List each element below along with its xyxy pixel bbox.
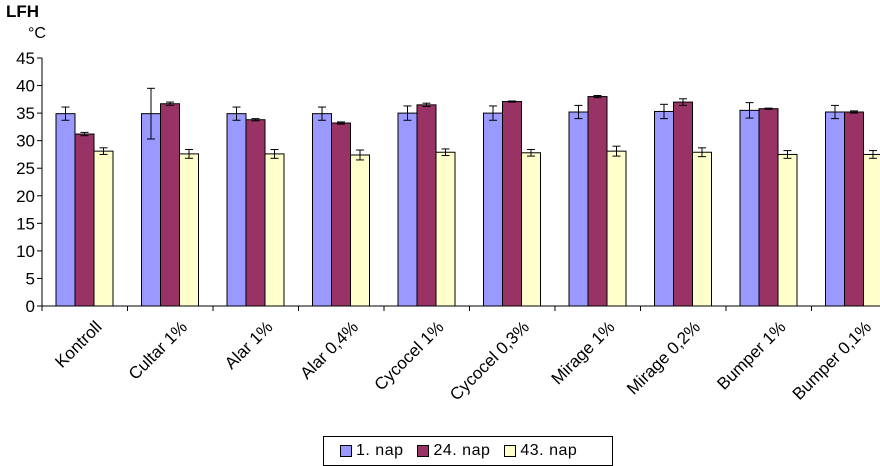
x-category-label: Bumper 0,1%	[789, 317, 875, 403]
bar	[607, 151, 626, 306]
y-tick-label: 0	[26, 297, 35, 316]
legend-item-1-nap: 1. nap	[340, 442, 403, 460]
bar	[161, 104, 180, 306]
bar	[265, 154, 284, 306]
legend-item-24-nap: 24. nap	[417, 442, 490, 460]
y-tick-label: 15	[16, 214, 35, 233]
legend-swatch-43-nap	[504, 445, 516, 457]
bar	[436, 152, 455, 306]
bar	[94, 151, 113, 306]
bar	[655, 111, 674, 306]
legend: 1. nap 24. nap 43. nap	[323, 436, 613, 466]
bar	[484, 113, 503, 306]
y-tick-label: 45	[16, 49, 35, 68]
bar	[569, 112, 588, 306]
legend-label-43-nap: 43. nap	[520, 442, 577, 460]
bar	[142, 114, 161, 306]
y-tick-label: 10	[16, 242, 35, 261]
bar	[845, 112, 864, 306]
y-tick-label: 20	[16, 187, 35, 206]
x-category-label: Bumper 1%	[713, 317, 789, 393]
bar	[778, 154, 797, 306]
bar	[588, 97, 607, 306]
x-category-label: Mirage 0,2%	[623, 317, 704, 398]
bar	[826, 112, 845, 306]
legend-item-43-nap: 43. nap	[504, 442, 577, 460]
bar	[180, 154, 199, 306]
bar	[227, 114, 246, 306]
bar	[351, 155, 370, 306]
y-tick-label: 40	[16, 77, 35, 96]
bar	[246, 120, 265, 306]
y-tick-label: 5	[26, 269, 35, 288]
legend-swatch-1-nap	[340, 445, 352, 457]
bar	[693, 152, 712, 306]
bar	[313, 114, 332, 306]
y-tick-label: 25	[16, 159, 35, 178]
x-category-label: Kontroll	[51, 317, 105, 371]
bar	[398, 113, 417, 306]
y-tick-label: 35	[16, 104, 35, 123]
bars-layer	[56, 97, 880, 306]
bar	[740, 110, 759, 306]
legend-swatch-24-nap	[417, 445, 429, 457]
bar	[522, 153, 541, 306]
x-category-label: Alar 0,4%	[297, 317, 363, 383]
bar	[417, 105, 436, 306]
x-category-label: Cycocel 1%	[371, 317, 448, 394]
y-axis-unit: °C	[28, 25, 46, 42]
bar	[75, 134, 94, 306]
bar	[56, 114, 75, 306]
legend-label-24-nap: 24. nap	[433, 442, 490, 460]
bar	[674, 102, 693, 306]
bar	[503, 102, 522, 306]
x-category-label: Cycocel 0,3%	[446, 317, 533, 404]
y-tick-label: 30	[16, 132, 35, 151]
x-category-label: Cultar 1%	[125, 317, 191, 383]
chart-title: LFH	[6, 2, 39, 21]
bar	[332, 123, 351, 306]
bar	[864, 154, 880, 306]
bar	[759, 109, 778, 306]
x-category-label: Alar 1%	[221, 317, 277, 373]
x-category-label: Mirage 1%	[548, 317, 619, 388]
legend-label-1-nap: 1. nap	[356, 442, 403, 460]
